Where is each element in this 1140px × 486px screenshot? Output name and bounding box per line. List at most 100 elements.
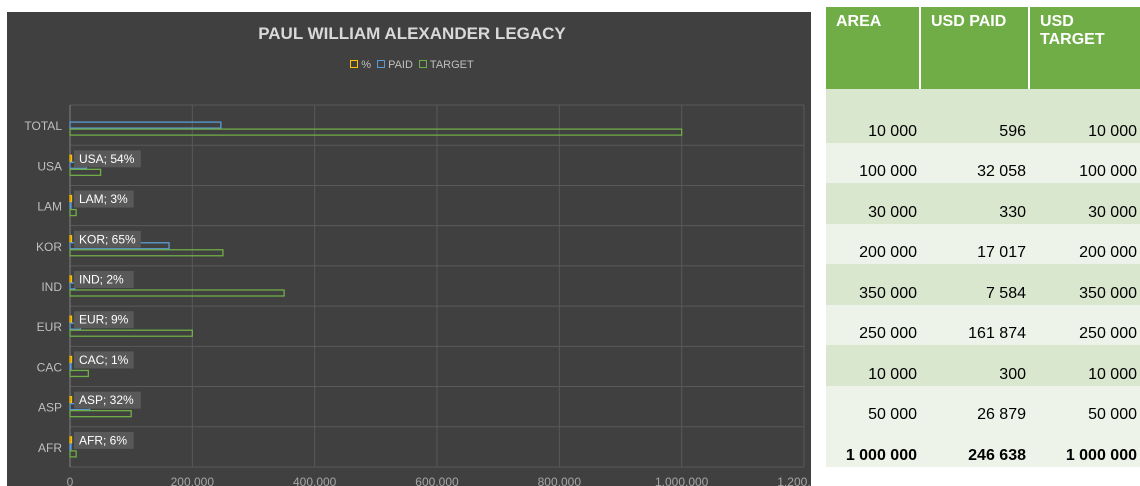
data-table-panel: AREA USD PAID USD TARGET 10 000 596 10 000…: [826, 7, 1140, 486]
data-label-box: [74, 150, 141, 168]
data-label: KOR; 65%: [79, 232, 136, 246]
data-label: ASP; 32%: [79, 393, 134, 407]
cell-area: 50 000: [826, 385, 920, 426]
cell-usd-paid: 161 874: [920, 304, 1029, 345]
spacer-cell: [826, 89, 1140, 102]
cell-usd-target: 50 000: [1029, 385, 1140, 426]
table-row: 50 000 26 879 50 000: [826, 385, 1140, 426]
legend-label: %: [361, 59, 372, 71]
total-area: 1 000 000: [826, 426, 920, 467]
bar-percent: [69, 396, 73, 404]
cell-usd-paid: 7 584: [920, 264, 1029, 305]
data-label: CAC; 1%: [79, 353, 129, 367]
cell-usd-target: 200 000: [1029, 223, 1140, 264]
header-usd-target: USD TARGET: [1029, 7, 1140, 89]
cell-usd-target: 10 000: [1029, 102, 1140, 143]
data-label-box: [74, 351, 134, 369]
cell-usd-paid: 26 879: [920, 385, 1029, 426]
cell-usd-paid: 300: [920, 345, 1029, 386]
cell-area: 30 000: [826, 183, 920, 224]
table-row: 200 000 17 017 200 000: [826, 223, 1140, 264]
bar-target: [69, 369, 90, 378]
legend-label: TARGET: [429, 59, 474, 71]
cell-usd-target: 30 000: [1029, 183, 1140, 224]
header-usd-paid: USD PAID: [920, 7, 1030, 89]
x-tick-label: 1,200,000: [777, 475, 811, 486]
data-label: EUR; 9%: [79, 313, 129, 327]
y-category-label: USA: [37, 159, 62, 173]
bar-target: [69, 168, 102, 176]
table-row: 350 000 7 584 350 000: [826, 264, 1140, 305]
y-category-label: AFR: [38, 441, 62, 455]
bar-target: [69, 450, 77, 458]
cell-usd-target: 10 000: [1029, 345, 1140, 386]
table-row: 250 000 161 874 250 000: [826, 304, 1140, 345]
legend-swatch: [350, 60, 359, 69]
table-row: 10 000 596 10 000: [826, 102, 1140, 143]
legend-label: PAID: [388, 59, 413, 71]
data-label: USA; 54%: [79, 152, 135, 166]
cell-area: 10 000: [826, 102, 920, 143]
chart-title: PAUL WILLIAM ALEXANDER LEGACY: [258, 24, 566, 43]
bar-paid: [69, 282, 76, 290]
table-row: 30 000 330 30 000: [826, 183, 1140, 224]
bar-percent: [69, 154, 73, 162]
data-label-box: [74, 271, 134, 288]
y-category-label: ASP: [38, 401, 62, 415]
total-usd-paid: 246 638: [920, 426, 1029, 467]
table-body: 10 000 596 10 000 100 000 32 058 100 000 30 00…: [826, 89, 1140, 467]
data-label-box: [74, 391, 141, 409]
header-area: AREA: [826, 7, 921, 89]
bar-percent: [69, 194, 73, 203]
legend-item: TARGET: [418, 59, 474, 71]
data-label: LAM; 3%: [79, 192, 128, 206]
bar-target: [69, 410, 132, 418]
cell-usd-paid: 17 017: [920, 223, 1029, 264]
bar-percent: [69, 235, 73, 243]
cell-usd-paid: 596: [920, 102, 1029, 143]
bar-percent: [69, 355, 73, 364]
bar-target: [69, 329, 193, 337]
cell-area: 350 000: [826, 264, 920, 305]
y-category-label: LAM: [37, 200, 62, 214]
table-spacer-row: [826, 89, 1140, 102]
legend-item: PAID: [377, 59, 413, 71]
bar-paid: [69, 443, 72, 451]
table-header-row: AREA USD PAID USD TARGET: [826, 7, 1140, 89]
cell-area: 250 000: [826, 304, 920, 345]
bar-paid: [69, 362, 72, 371]
legend-item: %: [350, 59, 371, 71]
data-label-box: [74, 230, 141, 248]
bar-paid: [69, 201, 72, 210]
cell-usd-target: 100 000: [1029, 142, 1140, 183]
data-label: IND; 2%: [79, 273, 124, 287]
cell-usd-target: 350 000: [1029, 264, 1140, 305]
x-tick-label: 1,000,000: [655, 475, 709, 486]
cell-usd-target: 250 000: [1029, 304, 1140, 345]
x-tick-label: 800,000: [538, 475, 582, 486]
legend-swatch: [377, 60, 386, 69]
y-category-label: CAC: [37, 360, 63, 374]
table-total-row: 1 000 000 246 638 1 000 000: [826, 426, 1140, 467]
y-category-label: IND: [41, 280, 62, 294]
data-label-box: [74, 311, 134, 329]
table-row: 10 000 300 10 000: [826, 345, 1140, 386]
x-tick-label: 600,000: [415, 475, 459, 486]
cell-area: 10 000: [826, 345, 920, 386]
x-tick-label: 0: [67, 475, 74, 486]
total-usd-target: 1 000 000: [1029, 426, 1140, 467]
bar-paid: [69, 121, 222, 129]
data-label: AFR; 6%: [79, 433, 127, 447]
bar-percent: [69, 275, 73, 283]
bar-target: [69, 208, 77, 217]
y-category-label: TOTAL: [24, 119, 62, 133]
cell-area: 100 000: [826, 142, 920, 183]
chart-area: 0 200,000 400,000 600,000 800,000 1,000,000 1,…: [7, 12, 811, 486]
cell-area: 200 000: [826, 223, 920, 264]
x-tick-label: 200,000: [171, 475, 215, 486]
bar-percent: [69, 315, 73, 323]
legend-swatch: [418, 60, 427, 69]
bar-chart-plot: 0 200,000 400,000 600,000 800,000 1,000,000 1,…: [24, 104, 811, 486]
x-tick-label: 400,000: [293, 475, 337, 486]
bar-target: [69, 128, 683, 136]
